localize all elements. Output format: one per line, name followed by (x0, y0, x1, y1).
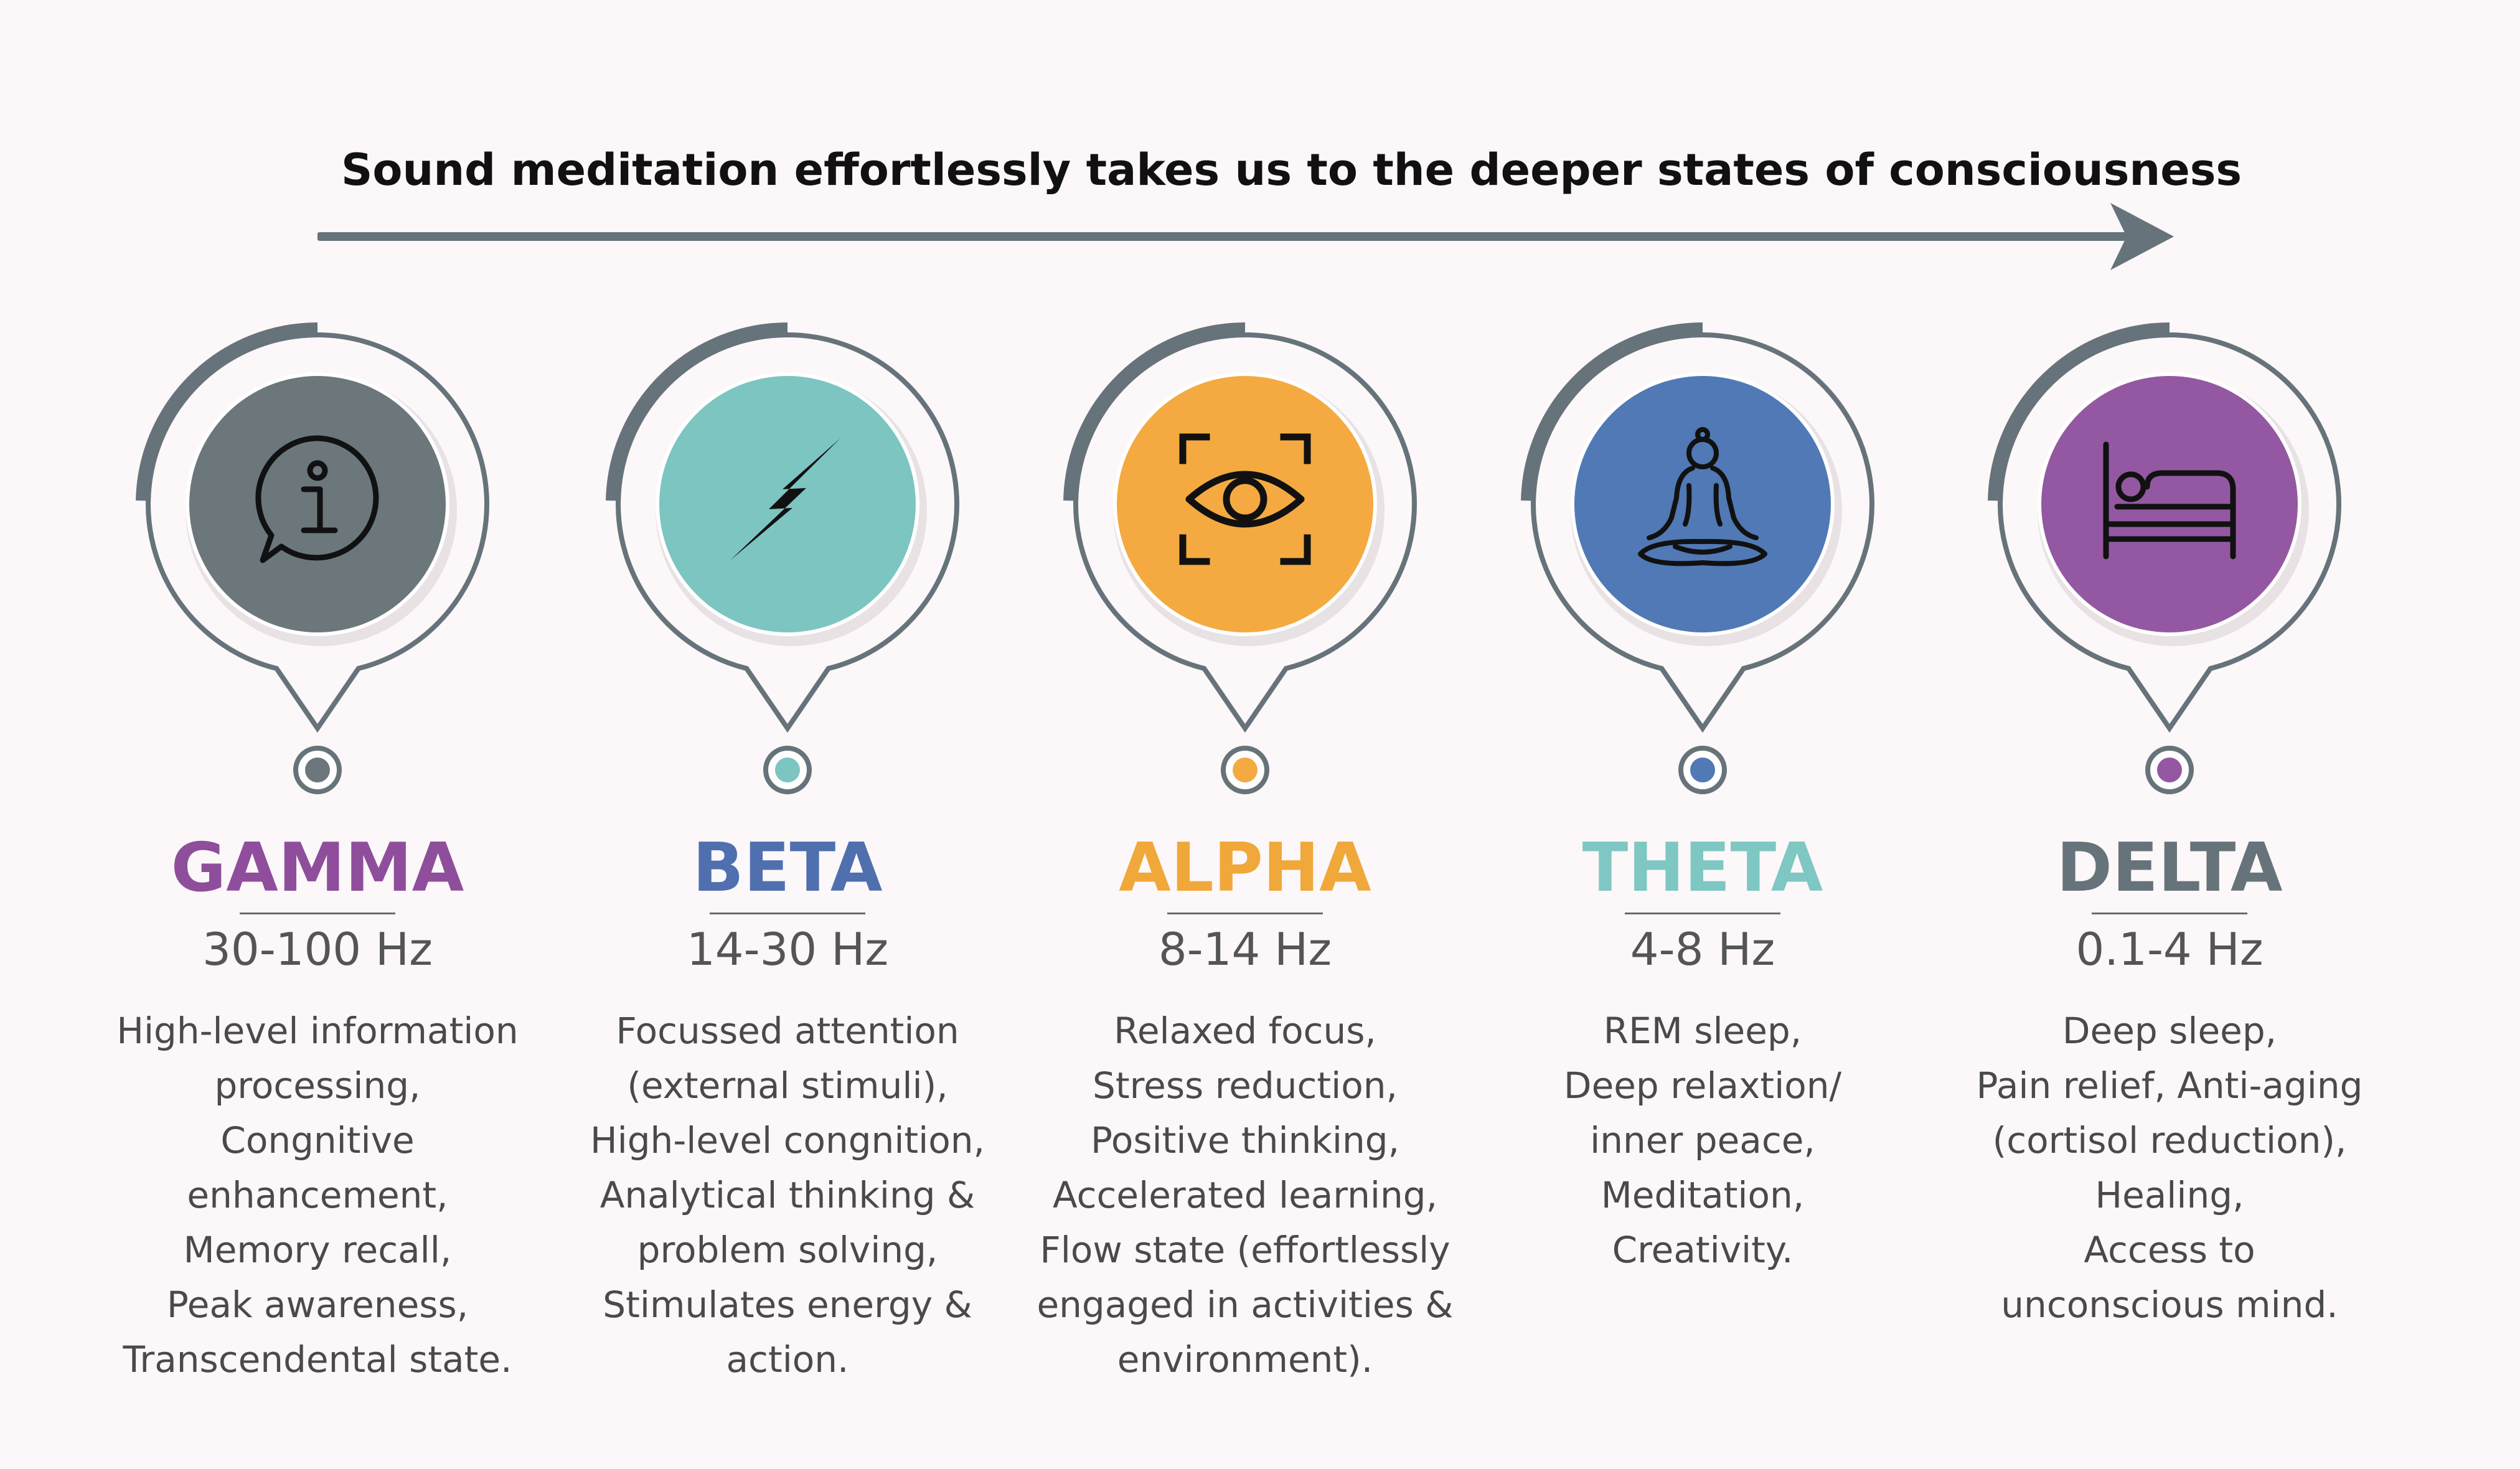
description: Deep sleep, Pain relief, Anti-aging (corti… (1939, 1003, 2400, 1332)
divider (240, 913, 395, 914)
state-name: BETA (692, 829, 883, 907)
timeline-dot (293, 746, 342, 794)
description-line: Deep sleep, (2062, 1010, 2277, 1052)
description-line: Stress reduction, (1093, 1064, 1398, 1107)
divider (1625, 913, 1780, 914)
description-line: High-level information (116, 1010, 519, 1052)
description-line: Deep relaxtion/ (1563, 1064, 1842, 1107)
description-line: Analytical thinking & (599, 1174, 976, 1216)
description-line: engaged in activities & (1037, 1284, 1454, 1326)
description-line: (external stimuli), (627, 1064, 948, 1107)
description-line: Meditation, (1601, 1174, 1805, 1216)
description: Relaxed focus, Stress reduction, Positive … (1015, 1003, 1475, 1387)
state-column-beta: BETA 14-30 Hz Focussed attention (externa… (557, 0, 1018, 1469)
description-line: Congnitive (220, 1119, 415, 1162)
description-line: problem solving, (637, 1229, 938, 1271)
lightning-icon (713, 425, 862, 574)
pin-marker (1063, 322, 1417, 733)
description: REM sleep, Deep relaxtion/inner peace, Med… (1472, 1003, 1933, 1277)
description-line: (cortisol reduction), (1992, 1119, 2347, 1162)
state-name: DELTA (2056, 829, 2283, 907)
frequency-range: 4-8 Hz (1630, 923, 1775, 975)
description-line: Flow state (effortlessly (1040, 1229, 1450, 1271)
divider (2092, 913, 2247, 914)
timeline-dot (763, 746, 812, 794)
state-column-delta: DELTA 0.1-4 Hz Deep sleep, Pain relief, A… (1939, 0, 2400, 1469)
pin-marker (1521, 322, 1874, 733)
meditation-icon (1628, 425, 1777, 574)
frequency-range: 8-14 Hz (1158, 923, 1332, 975)
state-name: GAMMA (171, 829, 464, 907)
divider (710, 913, 865, 914)
description-line: Transcendental state. (123, 1338, 512, 1381)
frequency-range: 0.1-4 Hz (2076, 923, 2264, 975)
description-line: Stimulates energy & (603, 1284, 972, 1326)
description-line: Relaxed focus, (1114, 1010, 1376, 1052)
description-line: Focussed attention (616, 1010, 959, 1052)
description: High-level information processing, Congnit… (87, 1003, 548, 1387)
timeline-dot (1678, 746, 1727, 794)
description-line: High-level congnition, (590, 1119, 985, 1162)
eye-focus-icon (1170, 425, 1320, 574)
state-column-gamma: GAMMA 30-100 Hz High-level information pr… (87, 0, 548, 1469)
description-line: processing, (214, 1064, 421, 1107)
info-icon (243, 425, 392, 574)
state-name: ALPHA (1119, 829, 1371, 907)
description-line: Memory recall, (183, 1229, 452, 1271)
timeline-dot (1221, 746, 1269, 794)
divider (1167, 913, 1323, 914)
description-line: Accelerated learning, (1052, 1174, 1438, 1216)
state-name: THETA (1582, 829, 1823, 907)
description-line: REM sleep, (1603, 1010, 1802, 1052)
state-column-theta: THETA 4-8 Hz REM sleep, Deep relaxtion/in… (1472, 0, 1933, 1469)
description-line: Healing, (2095, 1174, 2244, 1216)
description-line: Peak awareness, (166, 1284, 469, 1326)
progress-arrow (317, 203, 2174, 270)
description-line: action. (726, 1338, 849, 1381)
headline: Sound meditation effortlessly takes us t… (341, 144, 2242, 195)
description-line: Access to (2084, 1229, 2255, 1271)
description-line: Positive thinking, (1090, 1119, 1400, 1162)
description-line: unconscious mind. (2001, 1284, 2338, 1326)
frequency-range: 14-30 Hz (686, 923, 889, 975)
timeline-dot (2145, 746, 2194, 794)
description: Focussed attention (external stimuli), Hig… (557, 1003, 1018, 1387)
frequency-range: 30-100 Hz (202, 923, 433, 975)
bed-icon (2095, 425, 2244, 574)
description-line: Creativity. (1612, 1229, 1794, 1271)
state-column-alpha: ALPHA 8-14 Hz Relaxed focus, Stress reduc… (1015, 0, 1475, 1469)
description-line: environment). (1117, 1338, 1373, 1381)
description-line: Pain relief, Anti-aging (1976, 1064, 2363, 1107)
description-line: enhancement, (187, 1174, 448, 1216)
description-line: inner peace, (1590, 1119, 1815, 1162)
